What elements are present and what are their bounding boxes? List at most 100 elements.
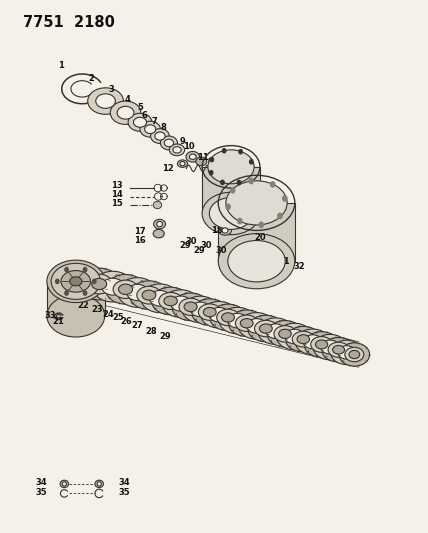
Text: 27: 27 (131, 321, 143, 330)
Text: 29: 29 (179, 241, 190, 250)
Ellipse shape (279, 329, 291, 338)
Ellipse shape (209, 308, 229, 322)
Ellipse shape (191, 299, 228, 325)
Text: 13: 13 (111, 181, 122, 190)
Text: 1: 1 (59, 61, 64, 69)
Ellipse shape (321, 340, 339, 354)
Ellipse shape (292, 331, 315, 347)
Ellipse shape (152, 287, 190, 315)
Circle shape (231, 188, 235, 193)
Ellipse shape (238, 313, 275, 339)
Ellipse shape (164, 139, 174, 147)
Ellipse shape (164, 296, 177, 306)
Ellipse shape (285, 329, 304, 344)
Ellipse shape (247, 316, 284, 342)
Text: 26: 26 (121, 317, 132, 326)
Ellipse shape (303, 335, 322, 349)
Ellipse shape (61, 271, 91, 292)
Ellipse shape (106, 274, 146, 304)
Text: 29: 29 (194, 246, 205, 255)
Circle shape (250, 160, 253, 164)
Circle shape (270, 182, 275, 187)
Text: 5: 5 (137, 103, 143, 112)
Text: 33: 33 (45, 311, 56, 320)
Text: 35: 35 (118, 488, 130, 497)
Ellipse shape (202, 192, 260, 235)
Text: 19: 19 (231, 220, 243, 229)
Ellipse shape (47, 260, 105, 303)
Text: 15: 15 (111, 199, 122, 208)
Ellipse shape (70, 277, 82, 286)
Ellipse shape (209, 198, 253, 229)
Ellipse shape (338, 346, 356, 359)
Text: 4: 4 (125, 95, 131, 104)
Text: 11: 11 (197, 154, 209, 163)
Ellipse shape (149, 290, 170, 306)
Ellipse shape (201, 302, 238, 328)
Ellipse shape (267, 320, 303, 347)
Circle shape (238, 219, 242, 224)
Text: 17: 17 (134, 227, 146, 236)
Text: 22: 22 (77, 301, 89, 310)
Ellipse shape (315, 340, 328, 349)
Ellipse shape (155, 132, 165, 140)
Text: 34: 34 (118, 478, 130, 487)
Text: 29: 29 (160, 332, 172, 341)
Circle shape (259, 222, 263, 228)
Circle shape (92, 279, 96, 284)
Ellipse shape (333, 345, 345, 354)
Ellipse shape (247, 319, 267, 333)
Ellipse shape (157, 221, 163, 227)
Ellipse shape (276, 323, 312, 350)
Ellipse shape (92, 278, 107, 289)
Text: 30: 30 (185, 237, 197, 246)
Text: 24: 24 (103, 310, 115, 319)
Ellipse shape (226, 181, 287, 225)
Ellipse shape (97, 482, 101, 486)
Ellipse shape (51, 263, 101, 300)
Ellipse shape (173, 147, 181, 153)
Ellipse shape (96, 94, 116, 108)
Ellipse shape (119, 284, 133, 295)
Text: 25: 25 (112, 313, 124, 322)
Ellipse shape (255, 320, 277, 337)
Circle shape (278, 213, 282, 219)
Ellipse shape (154, 219, 166, 229)
Ellipse shape (196, 157, 207, 166)
Circle shape (226, 204, 230, 209)
Circle shape (56, 279, 59, 284)
Ellipse shape (180, 161, 185, 166)
Circle shape (65, 268, 68, 272)
Ellipse shape (199, 304, 221, 320)
Circle shape (238, 180, 241, 184)
Circle shape (249, 179, 253, 184)
Text: 7751  2180: 7751 2180 (23, 14, 115, 30)
Text: 23: 23 (91, 305, 103, 314)
Text: 31: 31 (279, 257, 291, 265)
Ellipse shape (313, 334, 347, 360)
Ellipse shape (330, 340, 363, 365)
Ellipse shape (266, 324, 285, 338)
Text: 28: 28 (146, 327, 157, 336)
Text: 7: 7 (151, 117, 157, 126)
Ellipse shape (162, 290, 199, 317)
Ellipse shape (295, 329, 330, 354)
Ellipse shape (190, 302, 211, 317)
Ellipse shape (189, 154, 196, 159)
Ellipse shape (182, 296, 219, 322)
Ellipse shape (184, 302, 197, 312)
Ellipse shape (47, 295, 105, 337)
Ellipse shape (113, 280, 138, 298)
Ellipse shape (274, 326, 296, 342)
Ellipse shape (101, 278, 124, 295)
Ellipse shape (219, 225, 232, 235)
Ellipse shape (210, 304, 247, 330)
Ellipse shape (345, 348, 364, 362)
Ellipse shape (285, 326, 321, 352)
Polygon shape (218, 203, 295, 261)
Ellipse shape (137, 286, 161, 304)
Ellipse shape (141, 284, 179, 313)
Circle shape (221, 180, 224, 184)
Ellipse shape (78, 268, 120, 300)
Ellipse shape (222, 313, 235, 322)
